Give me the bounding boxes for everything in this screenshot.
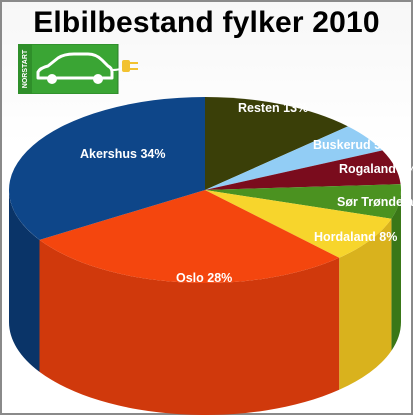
slice-label-hordaland: Hordaland 8% xyxy=(314,230,397,244)
pie-slice-rogaland xyxy=(205,150,401,190)
pie-slice-buskerud xyxy=(205,126,383,190)
norstart-logo: NORSTART xyxy=(18,44,138,94)
pie-slice-resten xyxy=(205,97,348,190)
slice-label-s-r-tr-ndelag: Sør Trøndelag 6% xyxy=(337,195,413,209)
pie-side-akershus xyxy=(9,190,40,372)
pie-side-oslo xyxy=(39,239,340,415)
pie-slice-oslo xyxy=(39,190,340,283)
pie-slice-akershus xyxy=(8,97,206,240)
pie-slice-hordaland xyxy=(205,190,392,258)
chart-title: Elbilbestand fylker 2010 xyxy=(33,6,380,39)
pie-side-s-r-tr-ndelag xyxy=(391,190,401,351)
electric-car-plug-icon xyxy=(36,52,138,84)
pie-slice-s-r-tr-ndelag xyxy=(205,184,401,219)
slice-label-akershus: Akershus 34% xyxy=(80,147,165,161)
slice-label-buskerud: Buskerud 5% xyxy=(313,138,392,152)
slice-label-rogaland: Rogaland 6% xyxy=(339,162,413,176)
pie-side-hordaland xyxy=(339,218,392,390)
slice-label-oslo: Oslo 28% xyxy=(176,271,232,285)
logo-text: NORSTART xyxy=(22,49,29,88)
slice-label-resten: Resten 13% xyxy=(238,101,308,115)
